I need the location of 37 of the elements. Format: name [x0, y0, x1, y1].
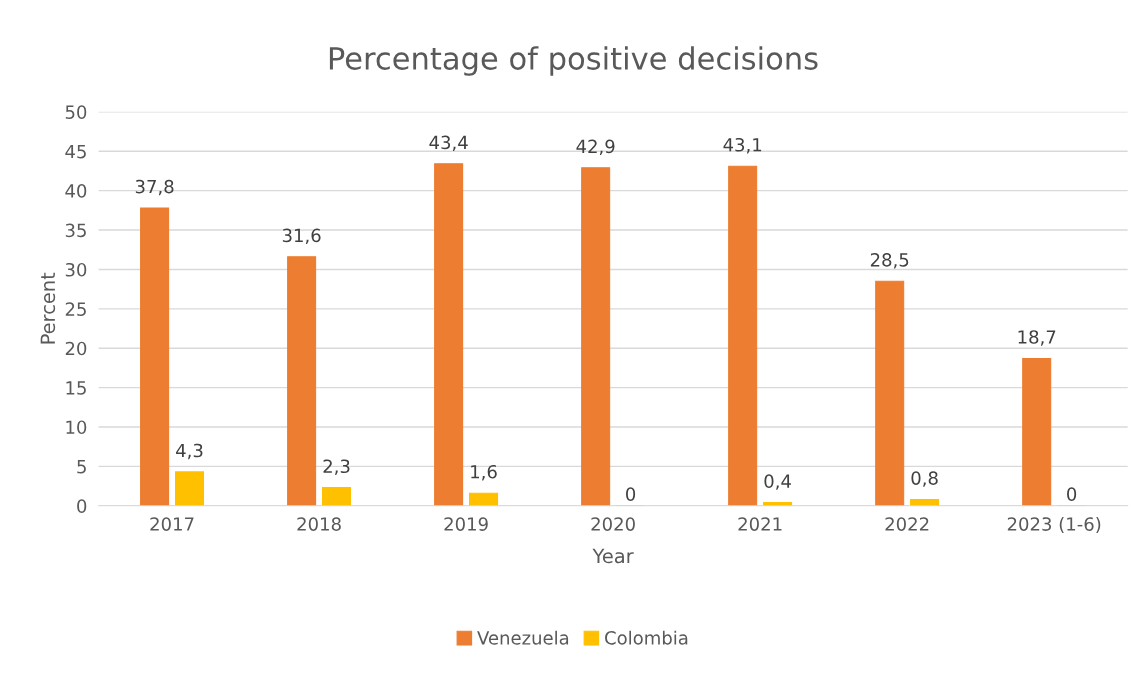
- data-label: 28,5: [870, 252, 909, 269]
- data-label: 37,8: [135, 179, 174, 196]
- x-tick-label: 2023 (1-6): [1007, 516, 1101, 533]
- y-tick-label: 0: [77, 499, 87, 513]
- data-label: 2,3: [323, 459, 350, 475]
- data-label: 0,8: [911, 471, 938, 487]
- data-label: 43,4: [429, 135, 468, 152]
- data-label: 4,3: [176, 443, 203, 460]
- chart-title: Percentage of positive decisions: [329, 46, 818, 76]
- x-axis-title: Year: [592, 548, 634, 564]
- data-label: 1,6: [471, 464, 497, 481]
- y-axis-title: Percent: [40, 272, 56, 344]
- y-tick-label: 40: [65, 184, 87, 198]
- y-tick-label: 50: [65, 105, 87, 119]
- x-tick-label: 2021: [738, 517, 782, 531]
- x-tick-label: 2017: [150, 517, 194, 531]
- data-label: 18,7: [1018, 330, 1056, 346]
- x-tick-label: 2022: [885, 517, 929, 531]
- y-tick-label: 5: [77, 460, 86, 474]
- y-tick-label: 35: [65, 223, 86, 238]
- y-tick-label: 25: [65, 302, 86, 316]
- y-tick-label: 20: [65, 341, 87, 356]
- legend-label: Venezuela: [477, 630, 569, 645]
- data-label: 0,4: [764, 474, 791, 490]
- y-tick-label: 45: [65, 144, 86, 159]
- data-label: 31,6: [282, 228, 321, 245]
- x-tick-label: 2020: [591, 517, 635, 531]
- data-label: 0: [1067, 487, 1077, 501]
- y-tick-label: 30: [65, 262, 87, 277]
- y-tick-label: 15: [66, 381, 86, 395]
- data-label: 43,1: [723, 137, 762, 154]
- x-tick-label: 2019: [444, 517, 488, 531]
- y-tick-label: 10: [66, 420, 87, 435]
- x-tick-label: 2018: [297, 517, 341, 531]
- legend-label: Colombia: [605, 630, 688, 645]
- data-label: 0: [626, 487, 636, 501]
- data-label: 42,9: [576, 139, 615, 156]
